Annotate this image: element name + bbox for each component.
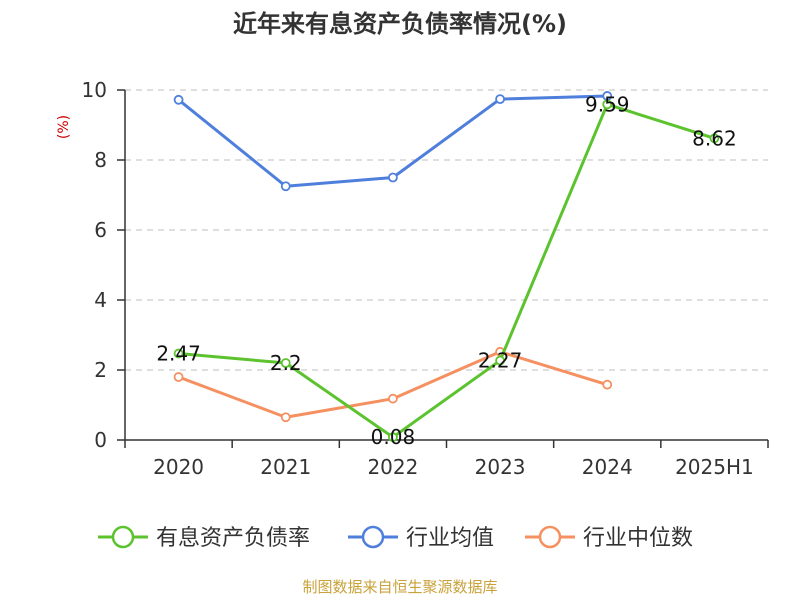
data-label: 2.27: [478, 349, 523, 373]
x-tick-label: 2024: [582, 455, 633, 479]
legend-label: 有息资产负债率: [156, 526, 310, 551]
chart-title: 近年来有息资产负债率情况(%): [233, 10, 567, 38]
y-tick-label: 10: [82, 78, 107, 102]
legend-item: 有息资产负债率: [98, 525, 310, 551]
y-tick-label: 4: [94, 288, 107, 312]
axes: 0 2 4 6 8 10 2020 2021 2022 2023 2024 2025H1: [82, 78, 769, 479]
data-point: [602, 379, 613, 390]
data-point: [173, 94, 184, 105]
data-point: [495, 355, 505, 366]
series-line: [178, 102, 715, 439]
y-tick-label: 6: [94, 218, 107, 242]
data-label: 2.47: [156, 342, 201, 366]
x-tick-label: 2025H1: [675, 455, 754, 479]
data-point: [280, 181, 291, 192]
x-tick-label: 2023: [475, 455, 526, 479]
legend-marker: [111, 525, 135, 549]
source-note: 制图数据来自恒生聚源数据库: [302, 578, 497, 596]
legend-item: 行业均值: [348, 525, 494, 551]
data-point: [602, 99, 613, 110]
y-axis-label: (%): [56, 115, 72, 139]
data-point: [280, 358, 291, 368]
x-tick-label: 2022: [367, 455, 418, 479]
series-0: 2.47 2.2 0.08 2.27 9.59 8.62: [156, 92, 736, 449]
x-tick-label: 2021: [260, 455, 311, 479]
data-point: [280, 412, 291, 423]
data-point: [388, 432, 398, 443]
y-tick-label: 2: [94, 358, 107, 382]
data-point: [495, 94, 505, 104]
y-tick-label: 0: [94, 428, 107, 452]
data-label: 0.08: [371, 425, 416, 449]
x-tick-label: 2020: [153, 455, 204, 479]
data-label: 2.2: [270, 351, 302, 375]
legend-label: 行业均值: [406, 526, 494, 551]
y-tick-label: 8: [94, 148, 107, 172]
grid: [125, 89, 768, 371]
legend-marker: [361, 525, 385, 549]
data-label: 9.59: [585, 92, 630, 116]
data-point: [173, 372, 184, 382]
data-label: 8.62: [692, 126, 737, 150]
data-point: [173, 348, 184, 359]
legend-item: 行业中位数: [525, 525, 693, 551]
data-point: [709, 133, 720, 144]
series-2: [173, 346, 613, 423]
series-layer: 2.47 2.2 0.08 2.27 9.59 8.62: [156, 91, 737, 449]
data-point: [388, 172, 398, 183]
series-line: [178, 350, 608, 419]
data-point: [388, 393, 398, 404]
series-1: [173, 91, 613, 192]
legend-marker: [538, 525, 562, 549]
legend: 有息资产负债率 行业均值 行业中位数: [98, 525, 693, 551]
legend-label: 行业中位数: [583, 526, 693, 551]
